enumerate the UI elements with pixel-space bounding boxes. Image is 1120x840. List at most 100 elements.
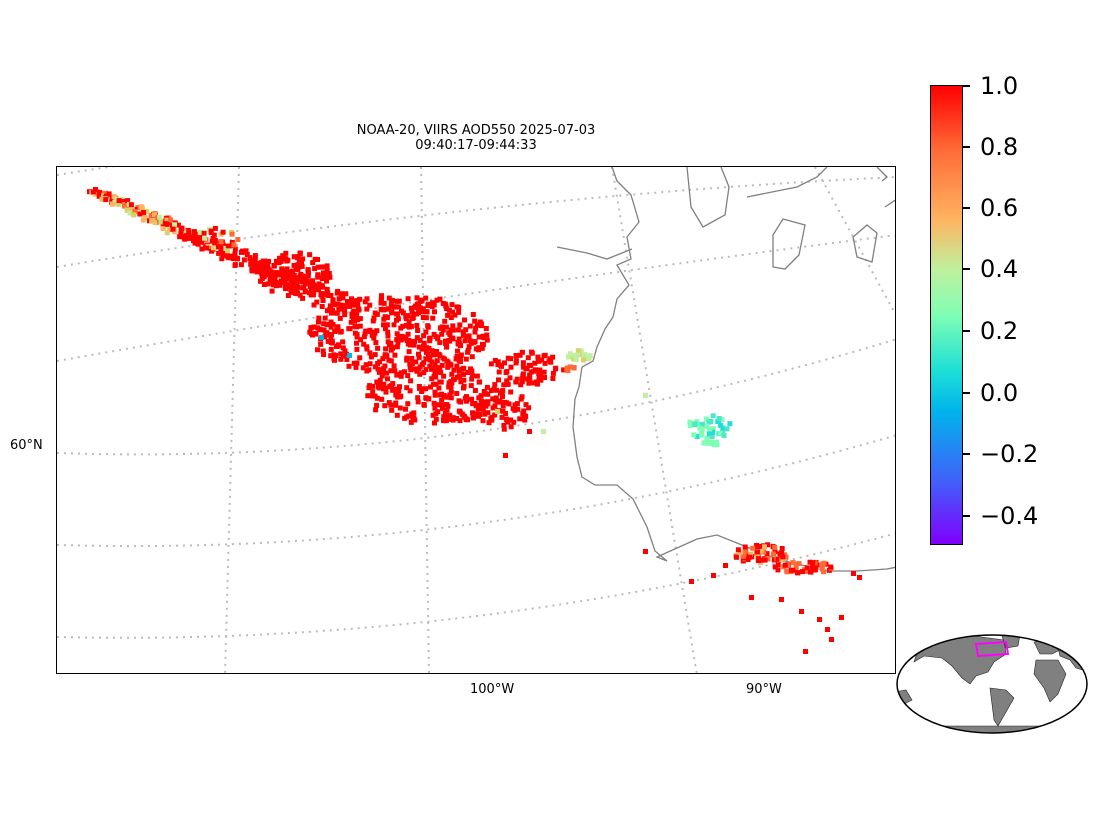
aod-point bbox=[464, 398, 469, 404]
globe-outline bbox=[896, 634, 1088, 734]
aod-point bbox=[408, 378, 414, 384]
aod-point bbox=[462, 338, 468, 344]
aod-point bbox=[536, 358, 541, 364]
aod-point bbox=[457, 373, 463, 379]
aod-point bbox=[779, 597, 784, 602]
aod-point bbox=[421, 370, 427, 376]
aod-point bbox=[446, 307, 452, 313]
aod-point bbox=[480, 400, 486, 406]
aod-point bbox=[382, 403, 388, 409]
aod-point bbox=[362, 331, 368, 337]
aod-point bbox=[269, 272, 275, 278]
aod-point bbox=[390, 345, 396, 351]
aod-point bbox=[704, 435, 710, 441]
aod-point bbox=[406, 319, 412, 325]
aod-point bbox=[704, 423, 710, 429]
aod-point bbox=[750, 545, 756, 551]
aod-point bbox=[771, 551, 776, 557]
aod-point bbox=[461, 365, 467, 371]
aod-points bbox=[87, 187, 862, 654]
aod-point bbox=[357, 323, 363, 329]
aod-point bbox=[373, 407, 379, 413]
aod-point bbox=[319, 293, 325, 299]
aod-point bbox=[512, 402, 518, 408]
aod-point bbox=[266, 258, 272, 264]
aod-point bbox=[313, 331, 319, 336]
aod-point bbox=[405, 373, 411, 379]
aod-point bbox=[714, 442, 720, 448]
aod-point bbox=[164, 221, 170, 227]
aod-point bbox=[522, 417, 528, 423]
aod-point bbox=[175, 222, 181, 228]
aod-point bbox=[496, 377, 501, 383]
aod-point bbox=[310, 260, 316, 266]
aod-point bbox=[209, 238, 215, 244]
aod-point bbox=[755, 549, 760, 555]
aod-point bbox=[354, 340, 359, 346]
aod-point bbox=[565, 368, 571, 374]
aod-point bbox=[527, 429, 532, 434]
aod-point bbox=[772, 544, 778, 550]
aod-point bbox=[369, 329, 375, 335]
aod-point bbox=[310, 332, 315, 338]
aod-point bbox=[582, 352, 588, 358]
aod-point bbox=[409, 316, 415, 321]
aod-point bbox=[365, 393, 371, 399]
aod-point bbox=[373, 340, 379, 346]
aod-point bbox=[308, 325, 314, 331]
aod-point bbox=[300, 295, 306, 301]
aod-point bbox=[291, 254, 297, 260]
aod-point bbox=[451, 416, 457, 422]
aod-point bbox=[432, 420, 437, 426]
africa bbox=[1033, 659, 1067, 703]
aod-point bbox=[501, 422, 507, 428]
aod-point bbox=[265, 266, 271, 272]
parallel-line bbox=[57, 434, 895, 548]
aod-point bbox=[264, 272, 270, 278]
aod-point bbox=[474, 411, 480, 417]
aod-point bbox=[408, 419, 414, 425]
aod-point bbox=[772, 564, 778, 570]
aod-point bbox=[442, 318, 448, 324]
aod-point bbox=[404, 414, 410, 420]
aod-point bbox=[451, 367, 457, 373]
aod-point bbox=[691, 432, 697, 438]
aod-point bbox=[114, 200, 120, 206]
colorbar-tick-label: 0.0 bbox=[980, 379, 1019, 407]
aod-point bbox=[265, 261, 271, 267]
aod-point bbox=[438, 370, 444, 375]
aod-point bbox=[385, 306, 391, 312]
aod-point bbox=[479, 323, 485, 329]
aod-point bbox=[449, 380, 455, 386]
aod-point bbox=[416, 354, 422, 360]
aod-point bbox=[531, 368, 537, 374]
aod-point bbox=[273, 283, 279, 289]
parallel-line bbox=[57, 338, 895, 456]
aod-point bbox=[501, 382, 507, 388]
aod-point bbox=[312, 266, 318, 272]
aod-point bbox=[517, 416, 523, 422]
aod-point bbox=[375, 361, 381, 366]
aod-point bbox=[810, 563, 816, 569]
aod-point bbox=[470, 312, 476, 317]
aod-point bbox=[405, 331, 411, 337]
aod-point bbox=[485, 399, 491, 405]
aod-point bbox=[519, 394, 525, 400]
aod-point bbox=[302, 288, 308, 294]
aod-point bbox=[800, 569, 805, 575]
aod-point bbox=[384, 322, 390, 328]
aod-point bbox=[464, 417, 469, 423]
aod-point bbox=[351, 308, 357, 314]
aod-point bbox=[402, 369, 407, 375]
aod-point bbox=[225, 255, 231, 261]
aod-point bbox=[387, 384, 393, 390]
aod-point bbox=[320, 298, 326, 303]
aod-point bbox=[371, 335, 377, 341]
aod-point bbox=[482, 391, 488, 397]
aod-point bbox=[434, 297, 440, 303]
aod-point bbox=[306, 270, 311, 276]
aod-point bbox=[501, 426, 507, 432]
aod-point bbox=[502, 399, 507, 405]
aod-point bbox=[857, 575, 862, 580]
aod-point bbox=[335, 301, 341, 307]
